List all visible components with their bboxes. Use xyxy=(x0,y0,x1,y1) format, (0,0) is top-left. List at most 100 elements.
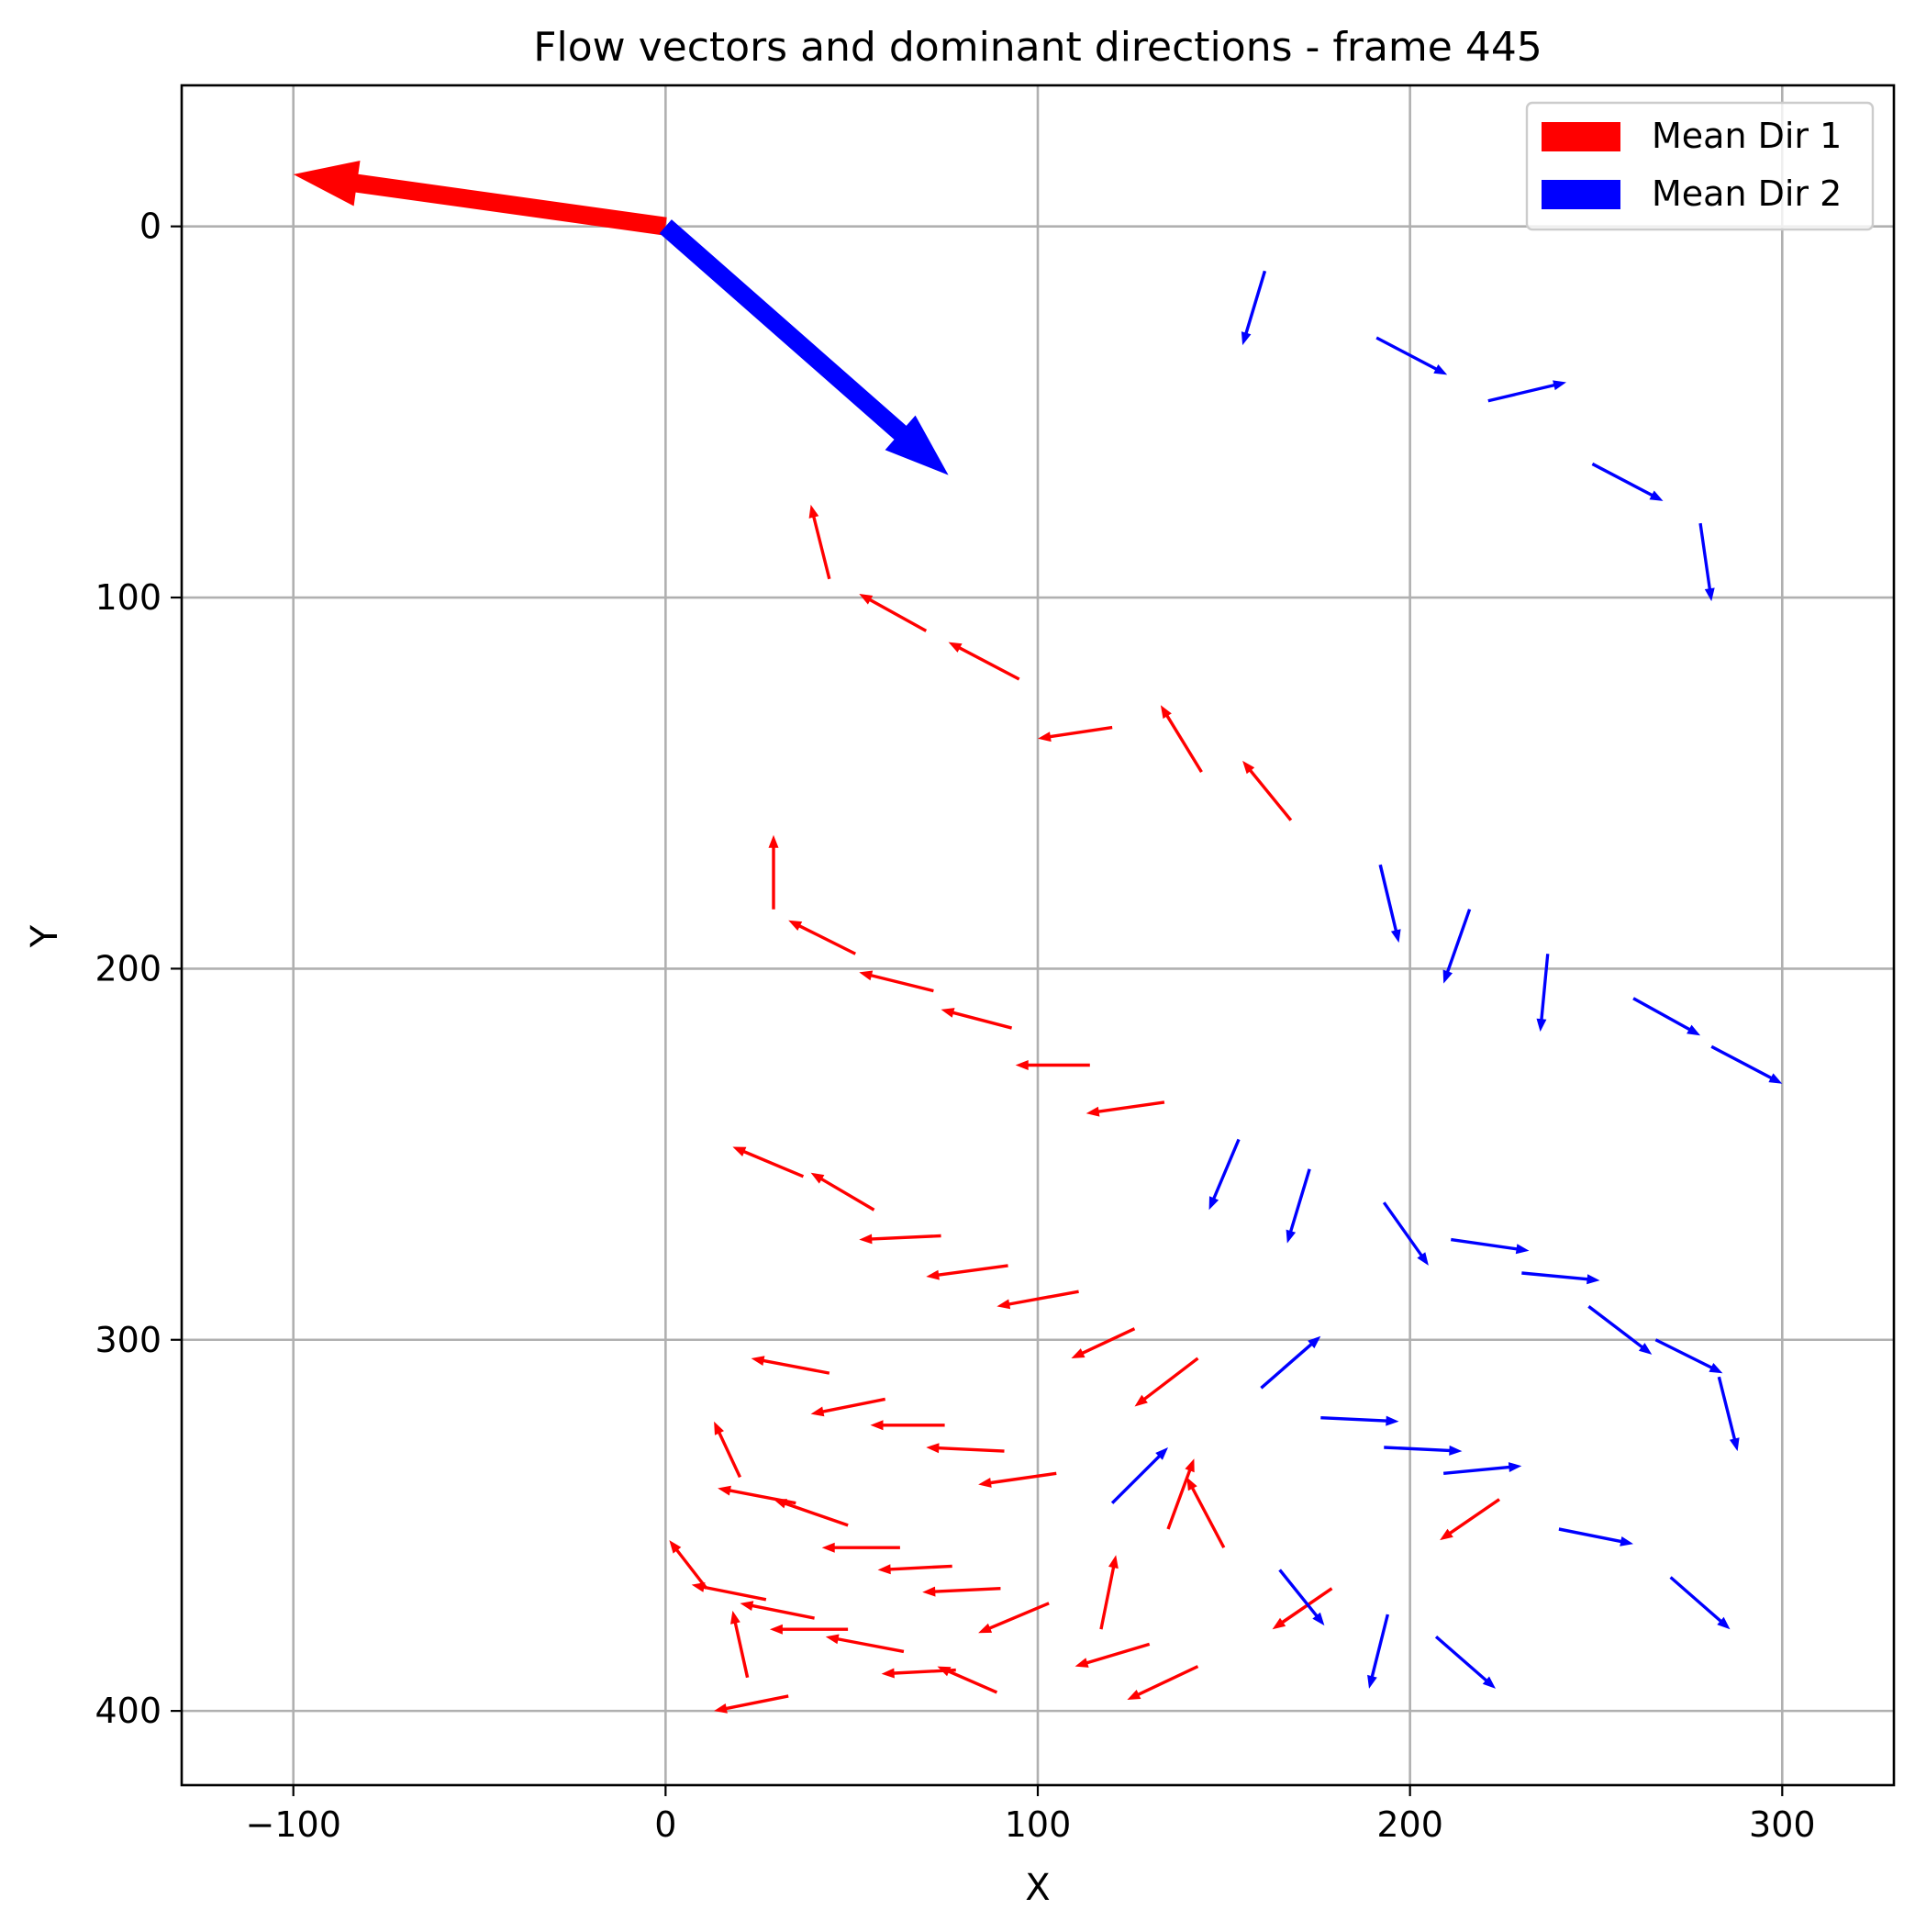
flow-vector-arrow xyxy=(691,1582,767,1602)
flow-vector-arrow xyxy=(1272,1587,1333,1630)
y-tick-label: 100 xyxy=(95,577,161,618)
flow-vector-arrow xyxy=(1134,1357,1199,1407)
flow-vector-arrow xyxy=(1442,909,1472,984)
flow-vector-arrow xyxy=(714,1694,789,1714)
flow-vector-arrow xyxy=(1086,1100,1165,1117)
flow-vector-arrow xyxy=(922,1586,1001,1597)
flow-vector-arrow xyxy=(1071,1327,1136,1358)
legend: Mean Dir 1 Mean Dir 2 xyxy=(1525,101,1875,231)
flow-vector-arrow xyxy=(730,1610,750,1679)
x-axis-label: X xyxy=(1025,1867,1050,1909)
vector-series xyxy=(1110,270,1783,1689)
flow-vector-arrow xyxy=(751,1356,830,1375)
flow-vector-arrow xyxy=(1127,1665,1199,1700)
x-tick-label: −100 xyxy=(246,1804,341,1845)
flow-vector-arrow xyxy=(1320,1415,1399,1426)
flow-vector-arrow xyxy=(941,1008,1012,1030)
legend-label-mean-dir-2: Mean Dir 2 xyxy=(1652,173,1842,214)
flow-vector-arrow xyxy=(1451,1237,1530,1255)
flow-vector-arrow xyxy=(1110,1447,1168,1504)
flow-vector-arrow xyxy=(769,1624,849,1635)
flow-vector-arrow xyxy=(1443,1462,1522,1475)
y-tick-label: 300 xyxy=(95,1320,161,1360)
flow-vector-arrow xyxy=(810,1397,885,1417)
y-tick-label: 200 xyxy=(95,948,161,988)
flow-vector-arrow xyxy=(937,1666,998,1694)
flow-vector-arrow xyxy=(1166,1458,1195,1530)
flow-vector-arrow xyxy=(926,1443,1005,1454)
x-tick-label: 200 xyxy=(1376,1804,1443,1845)
y-tick-label: 0 xyxy=(139,207,161,247)
flow-vector-arrow xyxy=(714,1421,741,1479)
flow-vector-arrow xyxy=(768,834,779,910)
chart-title: Flow vectors and dominant directions - f… xyxy=(533,24,1542,71)
flow-vector-arrow xyxy=(788,920,856,955)
flow-vector-arrow xyxy=(1632,997,1701,1036)
flow-vector-arrow xyxy=(859,1234,941,1245)
legend-label-mean-dir-1: Mean Dir 1 xyxy=(1652,116,1842,156)
flow-vector-arrow xyxy=(1160,705,1203,773)
flow-vector-arrow xyxy=(1015,1060,1090,1070)
flow-vector-arrow xyxy=(1654,1338,1723,1374)
mean-direction-arrow xyxy=(293,161,667,236)
flow-vector-arrow xyxy=(1241,270,1267,346)
mean-direction-arrows xyxy=(293,161,949,475)
ticks: −100 0 100 200 300 0 100 200 300 400 xyxy=(95,207,1815,1845)
flow-vector-arrow xyxy=(774,1499,849,1527)
y-axis-label: Y xyxy=(24,924,66,948)
flow-vector-arrow xyxy=(978,1471,1057,1488)
flow-vector-arrow xyxy=(669,1540,708,1590)
flow-vector-arrow xyxy=(808,504,831,580)
flow-vector-arrow xyxy=(877,1564,952,1575)
x-tick-label: 100 xyxy=(1005,1804,1072,1845)
flow-vector-arrow xyxy=(859,594,928,632)
flow-vector-arrow xyxy=(825,1634,905,1654)
flow-vector-arrow xyxy=(1186,1477,1226,1548)
flow-vector-arrow xyxy=(996,1290,1079,1310)
flow-vector-arrow xyxy=(1521,1271,1600,1285)
vector-series xyxy=(669,504,1500,1714)
y-tick-label: 400 xyxy=(95,1691,161,1731)
flow-vector-arrow xyxy=(1242,760,1293,821)
flow-vector-arrow xyxy=(1536,954,1550,1033)
grid xyxy=(182,85,1894,1785)
flow-vector-arrow xyxy=(881,1668,956,1679)
flow-vector-arrow xyxy=(1367,1614,1389,1689)
flow-vector-arrow xyxy=(1558,1527,1633,1547)
flow-vector-arrow xyxy=(978,1602,1050,1634)
flow-vector-arrow xyxy=(740,1601,815,1620)
flow-vector-arrow xyxy=(1669,1576,1731,1630)
x-tick-label: 0 xyxy=(654,1804,676,1845)
flow-vector-arrow xyxy=(1286,1168,1311,1244)
x-tick-label: 300 xyxy=(1749,1804,1816,1845)
flow-vector-arrow xyxy=(1698,522,1715,602)
flow-vector-arrow xyxy=(1487,380,1566,403)
flow-vectors xyxy=(669,270,1783,1714)
flow-vector-arrow xyxy=(732,1146,805,1178)
flow-vector-arrow xyxy=(1434,1636,1496,1689)
flow-vector-arrow xyxy=(859,970,934,993)
mean-direction-arrow xyxy=(659,219,949,475)
flow-vector-arrow xyxy=(1382,1201,1429,1266)
flow-vector-arrow xyxy=(1375,336,1448,375)
flow-vector-arrow xyxy=(1710,1044,1783,1084)
flow-vector-arrow xyxy=(1038,725,1113,743)
flow-vector-arrow xyxy=(1384,1445,1463,1456)
flow-vector-arrow xyxy=(1587,1305,1653,1355)
flow-vector-arrow xyxy=(1717,1376,1740,1452)
flow-vector-arrow xyxy=(1099,1555,1119,1630)
legend-swatch-mean-dir-2 xyxy=(1542,180,1620,209)
flow-vector-arrow xyxy=(870,1420,945,1431)
flow-vector-arrow xyxy=(1440,1498,1500,1541)
flow-vector-arrow xyxy=(1208,1138,1241,1211)
flow-vector-arrow xyxy=(810,1172,875,1212)
legend-swatch-mean-dir-1 xyxy=(1542,122,1620,151)
flow-vector-arrow xyxy=(1591,462,1664,501)
flow-vector-arrow xyxy=(1074,1642,1151,1668)
flow-vector-arrow xyxy=(1278,1569,1325,1626)
flow-vector-arrow xyxy=(1260,1335,1321,1390)
flow-vector-arrow xyxy=(821,1542,900,1553)
flow-vector-arrow xyxy=(948,642,1020,681)
